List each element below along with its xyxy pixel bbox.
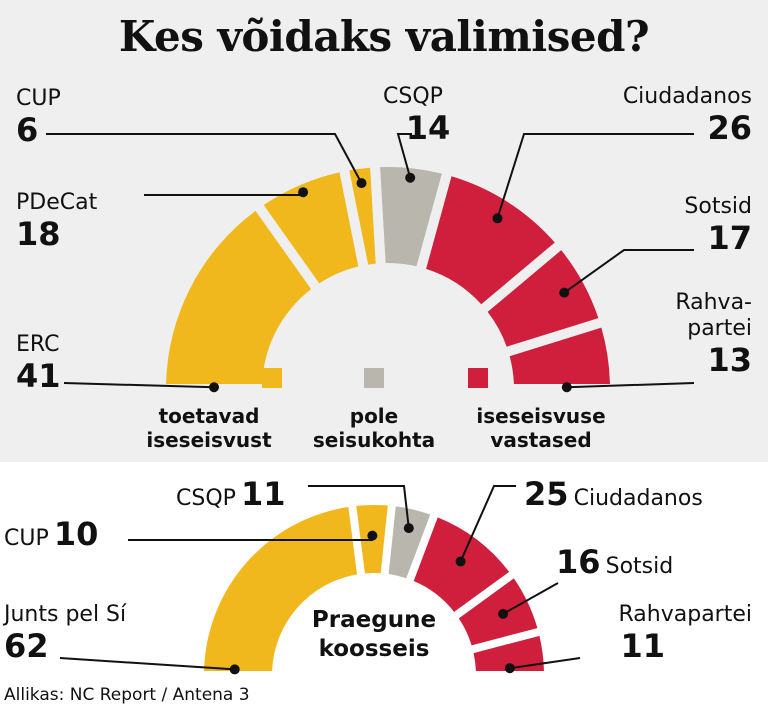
leader-dot-bottom-rahvapartei [504, 663, 515, 674]
legend-swatch-pro [262, 368, 282, 388]
seat-count: 11 [620, 627, 666, 665]
leader-dot-bottom-cup [367, 530, 378, 541]
bottom-chart-center-title: Praegune koosseis [289, 606, 459, 664]
center-title-line2: koosseis [318, 636, 430, 662]
label-cup-bottom: CUP 10 [4, 516, 98, 552]
top-segment-rahvapartei [509, 327, 610, 385]
party-name: Junts pel Sí [4, 602, 127, 627]
seat-count: 62 [4, 627, 49, 665]
label-junts-bottom: Junts pel Sí 62 [4, 602, 126, 664]
leader-line-top-erc [63, 382, 215, 389]
label-sotsid-top: Sotsid 17 [684, 194, 752, 256]
leader-dot-top-ciudadanos [492, 213, 503, 224]
leader-dot-top-cup [356, 178, 367, 189]
legend-neutral-line2: seisukohta [312, 428, 436, 452]
legend-neutral: pole seisukohta [296, 404, 452, 452]
party-name: Sotsid [605, 554, 674, 579]
seat-count: 11 [241, 475, 286, 513]
leader-dot-bottom-ciudadanos [455, 556, 466, 567]
leader-dot-top-pdecat [298, 187, 309, 198]
seat-count: 41 [16, 357, 61, 395]
party-name-line1: Rahva- [675, 290, 752, 315]
label-csqp-bottom: CSQP 11 [176, 476, 286, 512]
legend-swatch-neutral [364, 368, 384, 388]
leader-dot-bottom-sotsid [498, 608, 509, 619]
label-cup-top: CUP 6 [16, 86, 61, 148]
leader-line-top-sotsid [563, 249, 694, 294]
leader-dot-bottom-csqp [403, 523, 414, 534]
leader-line-bottom-sotsid [502, 582, 559, 615]
label-csqp-top: CSQP 14 [368, 84, 458, 146]
legend-pro-line1: toetavad [158, 404, 260, 428]
party-name: CSQP [383, 84, 443, 109]
leader-line-bottom-rahvapartei [509, 657, 581, 670]
seat-count: 16 [556, 543, 601, 581]
legend-against-line2: vastased [490, 428, 592, 452]
label-sotsid-bottom: 16 Sotsid [556, 544, 673, 580]
leader-dot-top-sotsid [559, 287, 570, 298]
bottom-segment-sotsid [458, 578, 538, 646]
source-note: Allikas: NC Report / Antena 3 [4, 685, 250, 705]
top-segment-csqp [380, 167, 442, 267]
label-rahvapartei-top: Rahva- partei 13 [675, 290, 752, 378]
label-erc-top: ERC 41 [16, 332, 61, 394]
label-rahvapartei-bottom: Rahvapartei 11 [619, 602, 753, 664]
bottom-chart-segments [204, 505, 544, 672]
leader-line-top-cup [46, 133, 363, 184]
leader-line-top-rahvapartei [566, 382, 695, 389]
leader-dots [209, 172, 572, 675]
seat-count: 26 [707, 109, 752, 147]
leader-line-bottom-ciudadanos [459, 485, 516, 562]
seat-count: 18 [16, 215, 61, 253]
top-segment-pdecat [263, 172, 359, 284]
bottom-segment-junts-pel-s [204, 506, 358, 672]
legend-pro: toetavad iseseisvust [126, 404, 292, 452]
leader-dot-top-erc [209, 382, 220, 393]
center-title-line1: Praegune [311, 607, 437, 633]
party-name: Ciudadanos [622, 84, 752, 109]
party-name: ERC [16, 332, 60, 357]
top-segment-sotsid [487, 250, 599, 347]
label-ciudadanos-top: Ciudadanos 26 [623, 84, 752, 146]
party-name: PDeCat [16, 190, 98, 215]
top-segment-cup [349, 167, 376, 265]
bottom-segment-rahvapartei [473, 635, 544, 672]
label-ciudadanos-bottom: 25 Ciudadanos [524, 476, 703, 512]
legend-against: iseseisvuse vastased [456, 404, 626, 452]
seat-count: 14 [405, 109, 451, 147]
leader-dot-top-rahvapartei [561, 382, 572, 393]
party-name: CUP [16, 86, 61, 111]
leader-line-bottom-csqp [308, 485, 410, 529]
legend-against-line1: iseseisvuse [476, 404, 606, 428]
legend-neutral-line1: pole [349, 404, 399, 428]
leader-line-top-pdecat [144, 191, 307, 196]
legend-pro-line2: iseseisvust [146, 428, 272, 452]
top-segment-erc [166, 210, 312, 385]
seat-count: 6 [16, 111, 39, 149]
legend-swatch-against [468, 368, 488, 388]
party-name: CSQP [176, 486, 236, 511]
leader-line-top-csqp [396, 133, 412, 179]
party-name: Sotsid [684, 194, 752, 219]
top-segment-ciudadanos [426, 176, 555, 305]
leader-dot-top-csqp [405, 172, 416, 183]
party-name: CUP [4, 526, 49, 551]
label-pdecat-top: PDeCat 18 [16, 190, 97, 252]
party-name-line2: partei [687, 316, 752, 341]
seat-count: 13 [707, 341, 752, 379]
leader-line-bottom-junts [59, 657, 235, 671]
seat-count: 10 [53, 515, 99, 553]
bottom-segment-csqp [388, 506, 431, 579]
party-name: Rahvapartei [618, 602, 753, 627]
seat-count: 17 [707, 219, 752, 257]
chart-title: Kes võidaks valimised? [118, 12, 650, 61]
leader-line-top-ciudadanos [496, 133, 694, 219]
top-chart-segments [166, 167, 610, 385]
party-name: Ciudadanos [573, 486, 703, 511]
seat-count: 25 [524, 475, 569, 513]
legend-swatches [262, 368, 488, 388]
leader-dot-bottom-junts [229, 664, 240, 675]
